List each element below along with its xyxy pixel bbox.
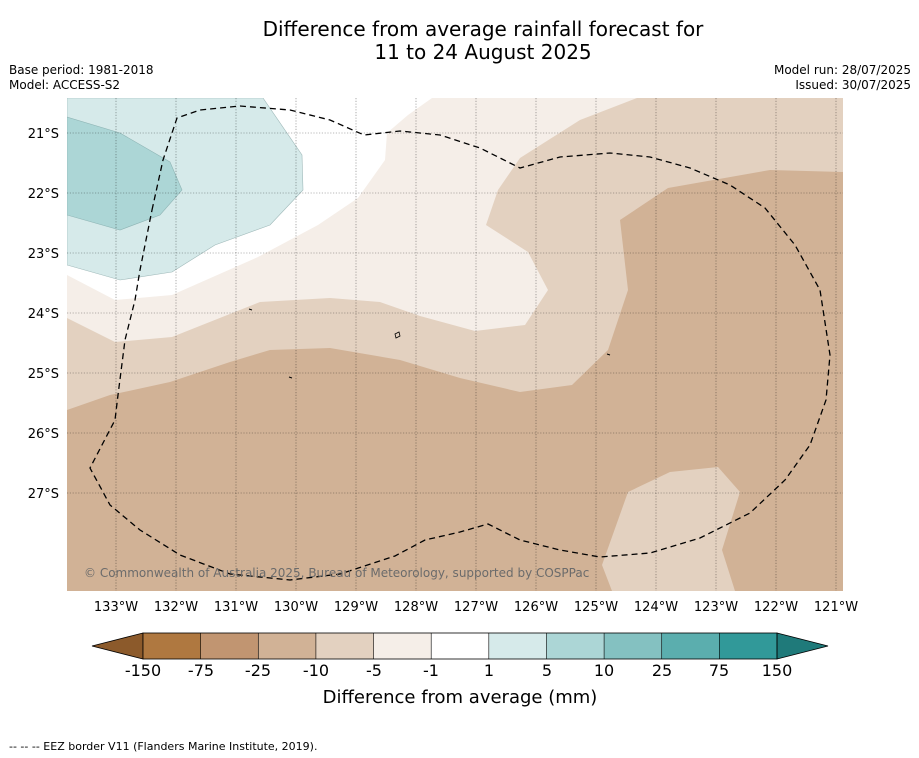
map-area: © Commonwealth of Australia 2025, Bureau… (67, 98, 843, 591)
lat-label: 27°S (28, 487, 59, 502)
lon-label: 129°W (334, 600, 378, 615)
colorbar-swatch (661, 633, 720, 659)
model-name: Model: ACCESS-S2 (9, 78, 121, 92)
model-run: Model run: 28/07/2025 (773, 63, 911, 77)
colorbar-swatch (315, 633, 375, 659)
longitude-labels: 133°W 132°W 131°W 130°W 129°W 128°W 127°… (94, 600, 858, 615)
zone-wet-5-10 (67, 116, 183, 231)
lon-label: 130°W (274, 600, 318, 615)
lat-label: 24°S (28, 307, 59, 322)
colorbar-title: Difference from average (mm) (323, 687, 598, 708)
lon-label: 133°W (94, 600, 138, 615)
lon-label: 122°W (754, 600, 798, 615)
lon-label: 121°W (814, 600, 858, 615)
zone-dry-10-5-south (602, 467, 740, 591)
colorbar-tick-label: 150 (762, 661, 793, 680)
base-period: Base period: 1981-2018 (9, 63, 154, 77)
colorbar-tick-label: 5 (542, 661, 552, 680)
meta-right: Model run: 28/07/2025 Issued: 30/07/2025 (774, 63, 911, 93)
latitude-labels: 21°S 22°S 23°S 24°S 25°S 26°S 27°S (28, 127, 59, 502)
title-line-1: Difference from average rainfall forecas… (262, 17, 704, 41)
colorbar-ticks: -150 -75 -25 -10 -5 -1 1 5 10 25 75 150 (125, 661, 792, 680)
lat-label: 25°S (28, 367, 59, 382)
colorbar-swatch (488, 633, 547, 659)
colorbar-swatch (604, 633, 663, 659)
colorbar-swatch (546, 633, 605, 659)
island-marker (394, 331, 401, 339)
colorbar-tick-label: -1 (423, 661, 439, 680)
colorbar-extend-low (91, 632, 144, 660)
lat-label: 21°S (28, 127, 59, 142)
colorbar-tick-label: 25 (652, 661, 672, 680)
lat-label: 23°S (28, 247, 59, 262)
lon-label: 124°W (634, 600, 678, 615)
eez-legend: -- -- -- EEZ border V11 (Flanders Marine… (9, 740, 318, 753)
colorbar-swatches (91, 632, 829, 660)
lon-label: 128°W (394, 600, 438, 615)
colorbar-swatch (373, 633, 432, 659)
lon-label: 131°W (214, 600, 258, 615)
lat-label: 22°S (28, 187, 59, 202)
colorbar-tick-label: -75 (188, 661, 214, 680)
colorbar-tick-label: 75 (709, 661, 729, 680)
island-marker-4 (248, 308, 253, 311)
colorbar-tick-label: 10 (594, 661, 614, 680)
lon-label: 125°W (574, 600, 618, 615)
grid-lines (67, 98, 843, 591)
island-marker-3 (288, 376, 293, 379)
copyright-credit: © Commonwealth of Australia 2025, Bureau… (84, 566, 589, 580)
colorbar-swatch (719, 633, 778, 659)
colorbar-tick-label: 1 (484, 661, 494, 680)
colorbar-swatch (431, 633, 490, 659)
colorbar-tick-label: -150 (125, 661, 161, 680)
colorbar-swatch (200, 633, 259, 659)
lon-label: 123°W (694, 600, 738, 615)
lon-label: 126°W (514, 600, 558, 615)
eez-border (89, 105, 831, 581)
issued-date: Issued: 30/07/2025 (795, 78, 911, 92)
meta-left: Base period: 1981-2018 Model: ACCESS-S2 (9, 63, 154, 93)
island-marker-2 (606, 353, 611, 356)
map-title: Difference from average rainfall forecas… (0, 18, 919, 64)
colorbar-tick-label: -5 (366, 661, 382, 680)
title-line-2: 11 to 24 August 2025 (374, 40, 592, 64)
lat-label: 26°S (28, 427, 59, 442)
colorbar-frame (142, 632, 778, 660)
colorbar-tick-label: -10 (303, 661, 329, 680)
lon-label: 132°W (154, 600, 198, 615)
colorbar-extend-high (776, 632, 829, 660)
colorbar: -150 -75 -25 -10 -5 -1 1 5 10 25 75 150 … (91, 632, 829, 708)
colorbar-tick-label: -25 (245, 661, 271, 680)
colorbar-swatch (258, 633, 317, 659)
lon-label: 127°W (454, 600, 498, 615)
colorbar-swatch (143, 633, 202, 659)
